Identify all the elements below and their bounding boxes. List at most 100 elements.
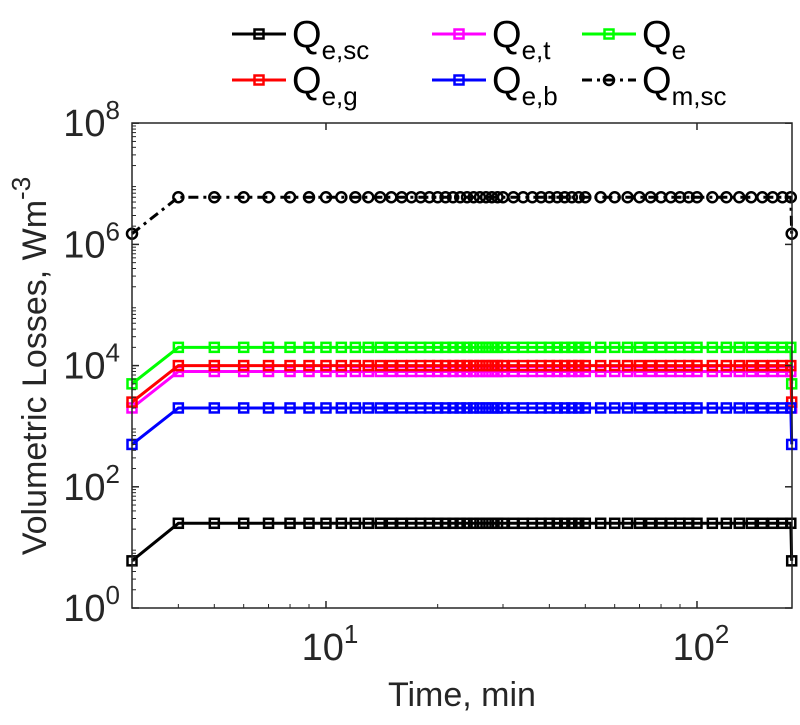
data-point-5-22 xyxy=(467,190,480,204)
data-point-3-35 xyxy=(566,359,578,372)
data-point-5-2 xyxy=(208,190,221,204)
data-point-0-35 xyxy=(566,517,578,530)
data-point-2-2 xyxy=(208,341,221,354)
data-point-2-38 xyxy=(594,341,607,354)
data-point-5-21 xyxy=(460,190,474,204)
data-point-0-6 xyxy=(303,517,315,530)
data-point-3-21 xyxy=(461,359,473,372)
data-point-5-3 xyxy=(237,190,250,204)
data-point-4-7 xyxy=(320,402,332,414)
data-point-5-9 xyxy=(349,190,362,204)
data-point-4-49 xyxy=(720,402,733,414)
data-point-5-38 xyxy=(594,190,607,204)
data-point-4-38 xyxy=(594,402,607,414)
data-point-3-4 xyxy=(262,359,275,372)
data-point-3-23 xyxy=(474,359,486,372)
data-point-2-7 xyxy=(320,341,332,354)
data-point-2-6 xyxy=(303,341,315,354)
data-point-0-33 xyxy=(551,517,563,530)
data-point-0-22 xyxy=(467,517,480,530)
data-point-2-12 xyxy=(385,341,398,354)
data-point-5-5 xyxy=(283,190,297,204)
data-point-0-4 xyxy=(262,517,275,530)
data-point-5-18 xyxy=(439,190,452,204)
data-point-2-1 xyxy=(172,341,185,354)
data-point-3-20 xyxy=(454,359,466,372)
data-point-0-21 xyxy=(461,517,473,530)
data-point-2-23 xyxy=(474,341,486,354)
data-point-3-5 xyxy=(284,359,296,372)
data-point-3-9 xyxy=(349,359,362,372)
data-point-2-4 xyxy=(262,341,275,354)
data-point-2-49 xyxy=(720,341,733,354)
data-point-0-49 xyxy=(720,517,733,530)
data-point-3-34 xyxy=(558,359,571,372)
data-point-3-18 xyxy=(439,359,452,372)
legend-item-3: Qe,g xyxy=(232,60,358,111)
x-axis-label: Time, min xyxy=(388,676,536,714)
data-point-3-10 xyxy=(362,359,375,372)
data-point-5-55 xyxy=(784,190,798,204)
data-point-0-18 xyxy=(439,517,452,530)
data-point-5-54 xyxy=(776,190,789,204)
data-point-4-47 xyxy=(691,402,703,414)
data-point-5-40 xyxy=(621,190,634,204)
data-point-5-30 xyxy=(526,190,539,204)
x-tick-label-1: 102 xyxy=(673,619,730,669)
data-point-0-20 xyxy=(454,517,466,530)
data-point-0-39 xyxy=(608,517,621,530)
legend-marker xyxy=(602,73,616,87)
y-axis-ticks: 100 102 104 106 108 xyxy=(63,95,792,630)
data-point-4-37 xyxy=(579,402,592,414)
data-point-4-51 xyxy=(745,402,757,414)
data-point-2-50 xyxy=(733,341,746,354)
data-point-3-27 xyxy=(497,359,509,372)
data-point-4-11 xyxy=(374,402,386,414)
data-point-4-8 xyxy=(335,402,348,414)
data-point-3-41 xyxy=(633,359,646,372)
data-point-4-3 xyxy=(237,402,250,414)
data-point-5-24 xyxy=(479,190,493,204)
legend-label: Qe,g xyxy=(292,60,358,111)
data-point-5-36 xyxy=(572,190,585,204)
data-point-2-8 xyxy=(335,341,348,354)
data-point-5-6 xyxy=(302,190,316,204)
data-point-0-55 xyxy=(785,517,797,530)
data-point-4-1 xyxy=(172,402,185,414)
data-point-2-51 xyxy=(745,341,757,354)
y-axis-label: Volumetric Losses, Wm-3 xyxy=(6,177,54,555)
data-point-0-24 xyxy=(480,517,492,530)
data-point-3-47 xyxy=(691,359,703,372)
data-point-2-9 xyxy=(349,341,362,354)
legend-item-4: Qe,b xyxy=(432,60,558,111)
data-point-0-10 xyxy=(362,517,375,530)
legend-label: Qe,t xyxy=(492,14,551,65)
series-line-5 xyxy=(131,195,794,235)
data-point-3-48 xyxy=(706,359,719,372)
data-point-0-12 xyxy=(385,517,398,530)
data-point-2-37 xyxy=(579,341,592,354)
data-point-0-48 xyxy=(706,517,719,530)
data-point-2-5 xyxy=(284,341,296,354)
data-point-5-37 xyxy=(579,190,592,204)
y-tick-label-3: 106 xyxy=(63,216,120,266)
series-2 xyxy=(126,341,798,390)
data-point-2-33 xyxy=(551,341,563,354)
data-point-4-36 xyxy=(572,402,585,414)
data-point-0-8 xyxy=(335,517,348,530)
series-1 xyxy=(126,365,798,414)
data-point-4-4 xyxy=(262,402,275,414)
data-point-2-24 xyxy=(480,341,492,354)
data-point-0-47 xyxy=(691,517,703,530)
data-point-5-19 xyxy=(446,190,460,204)
data-point-0-9 xyxy=(349,517,362,530)
data-point-3-24 xyxy=(480,359,492,372)
data-point-5-26 xyxy=(491,190,504,204)
data-point-4-35 xyxy=(566,402,578,414)
data-point-0-11 xyxy=(374,517,386,530)
data-point-5-31 xyxy=(534,190,548,204)
data-point-0-42 xyxy=(644,517,657,530)
data-point-5-20 xyxy=(453,190,467,204)
data-point-3-40 xyxy=(621,359,634,372)
